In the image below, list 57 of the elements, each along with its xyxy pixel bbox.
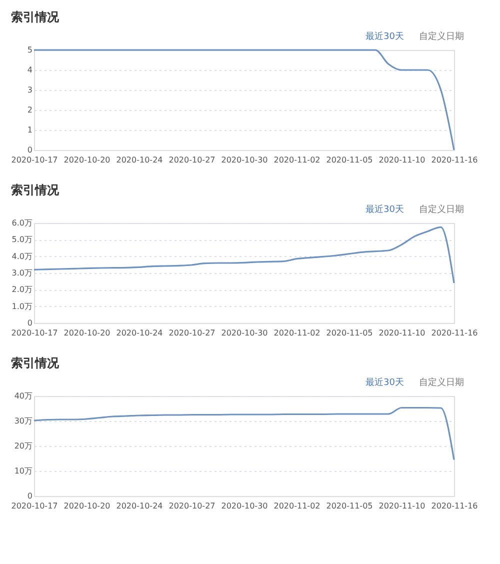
line-series — [33, 406, 455, 461]
y-tick-label: 30万 — [14, 416, 32, 426]
x-tick-label: 2020-11-05 — [326, 156, 373, 164]
chart-title: 索引情况 — [10, 356, 60, 370]
x-tick-label: 2020-10-30 — [221, 502, 268, 510]
y-tick-label: 0 — [27, 492, 32, 500]
x-tick-label: 2020-10-17 — [11, 156, 58, 164]
x-tick-label: 2020-10-24 — [116, 156, 163, 164]
x-tick-label: 2020-10-17 — [11, 328, 58, 338]
y-tick-label: 1.0万 — [12, 302, 32, 311]
text: 最近30天 — [366, 377, 404, 388]
x-tick-label: 2020-11-02 — [274, 328, 320, 338]
x-tick-label: 2020-11-16 — [431, 156, 478, 164]
y-tick-label: 0 — [27, 318, 32, 328]
x-tick-label: 2020-11-16 — [431, 328, 478, 338]
y-tick-label: 5.0万 — [12, 235, 32, 244]
x-tick-label: 2020-11-10 — [378, 328, 426, 338]
x-tick-label: 2020-10-24 — [116, 328, 163, 338]
text: 最近30天 — [366, 31, 404, 42]
x-tick-label: 2020-10-24 — [116, 502, 163, 510]
x-tick-label: 2020-10-30 — [221, 328, 268, 338]
x-tick-label: 2020-11-02 — [274, 502, 320, 510]
x-tick-label: 2020-11-10 — [378, 502, 426, 510]
x-tick-label: 2020-10-27 — [168, 328, 216, 338]
text: 自定义日期 — [419, 204, 464, 215]
x-tick-label: 2020-11-02 — [274, 156, 320, 164]
y-tick-label: 4.0万 — [12, 252, 32, 261]
y-tick-label: 20万 — [14, 442, 32, 450]
x-tick-label: 2020-11-10 — [378, 156, 426, 164]
x-tick-label: 2020-11-05 — [326, 502, 373, 510]
x-tick-label: 2020-10-30 — [221, 156, 268, 164]
y-tick-label: 1 — [27, 126, 32, 134]
x-tick-label: 2020-10-20 — [64, 156, 110, 164]
text: 自定义日期 — [419, 377, 464, 388]
text: 最近30天 — [366, 204, 404, 215]
chart-title: 索引情况 — [10, 10, 60, 24]
y-tick-label: 5 — [27, 46, 32, 54]
y-tick-label: 0 — [27, 146, 32, 154]
y-tick-label: 10万 — [14, 466, 32, 476]
y-tick-label: 6.0万 — [12, 218, 32, 228]
x-tick-label: 2020-10-27 — [168, 502, 216, 510]
x-tick-label: 2020-10-20 — [64, 328, 110, 338]
y-tick-label: 40万 — [14, 392, 32, 400]
x-tick-label: 2020-10-27 — [168, 156, 216, 164]
x-tick-label: 2020-10-20 — [64, 502, 110, 510]
x-tick-label: 2020-11-16 — [431, 502, 478, 510]
text: 自定义日期 — [419, 31, 464, 42]
y-tick-label: 2 — [27, 106, 32, 114]
x-tick-label: 2020-11-05 — [326, 328, 373, 338]
chart-title: 索引情况 — [10, 183, 60, 197]
x-tick-label: 2020-10-17 — [11, 502, 58, 510]
line-series — [33, 226, 455, 284]
y-tick-label: 3 — [27, 86, 32, 94]
line-series — [33, 49, 455, 151]
y-tick-label: 4 — [27, 66, 32, 74]
y-tick-label: 2.0万 — [12, 285, 32, 294]
y-tick-label: 3.0万 — [12, 268, 32, 278]
